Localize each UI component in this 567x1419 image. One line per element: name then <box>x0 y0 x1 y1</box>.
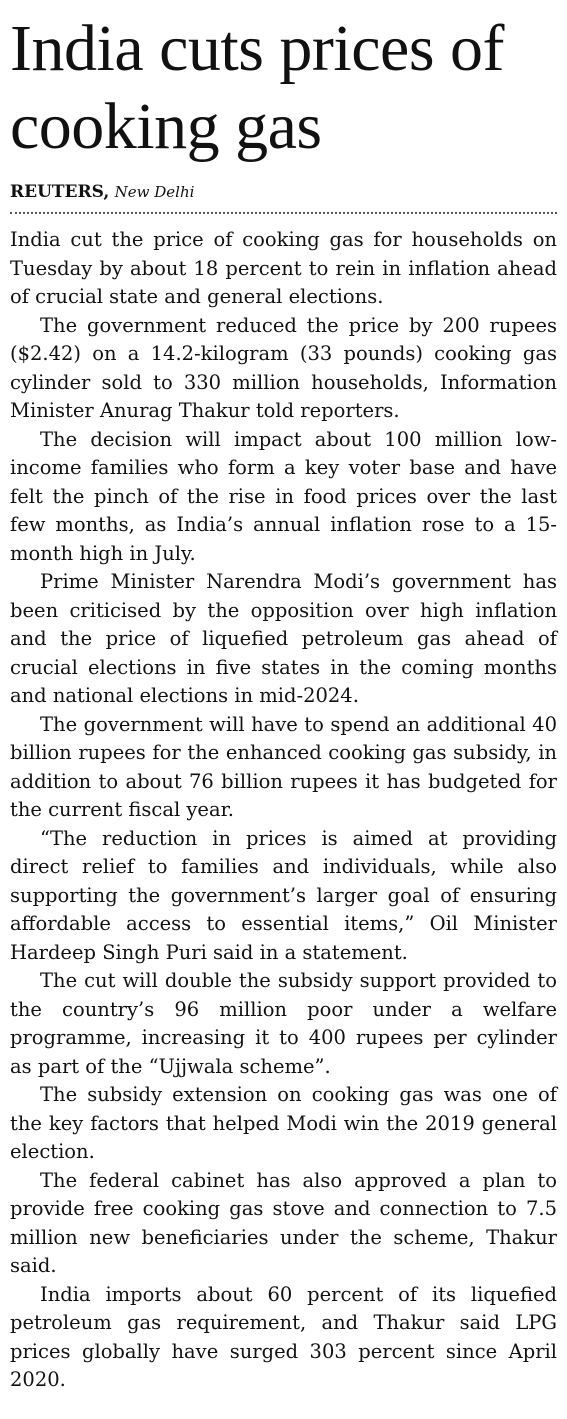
paragraph: The government reduced the price by 200 … <box>10 313 557 423</box>
headline: India cuts prices of cooking gas <box>10 12 505 163</box>
byline: REUTERS, New Delhi <box>10 182 557 202</box>
dotted-rule <box>10 212 557 214</box>
paragraph: “The reduction in prices is aimed at pro… <box>10 826 557 964</box>
byline-agency: REUTERS, <box>10 182 110 202</box>
article-body: India cut the price of cooking gas for h… <box>10 226 557 1395</box>
paragraph: Prime Minister Narendra Modi’s governmen… <box>10 570 557 707</box>
byline-location: New Delhi <box>114 183 195 201</box>
paragraph: India imports about 60 percent of its li… <box>10 1282 557 1392</box>
paragraph: The decision will impact about 100 milli… <box>10 427 557 565</box>
paragraph: The federal cabinet has also approved a … <box>10 1168 557 1278</box>
paragraph: The subsidy extension on cooking gas was… <box>10 1083 557 1163</box>
paragraph: The cut will double the subsidy support … <box>10 969 557 1078</box>
paragraph: The government will have to spend an add… <box>10 712 557 822</box>
paragraph: India cut the price of cooking gas for h… <box>10 228 557 308</box>
